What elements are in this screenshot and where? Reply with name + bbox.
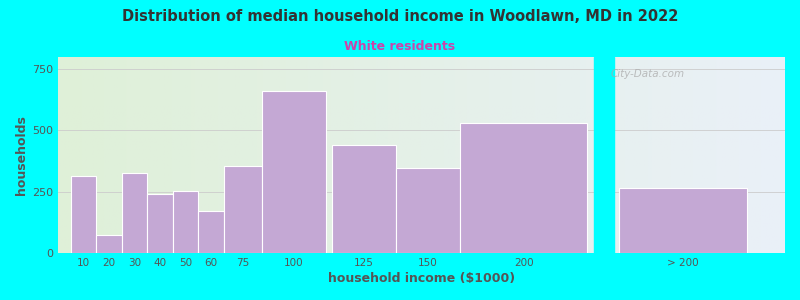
Bar [97,235,122,253]
Bar [396,169,460,253]
Bar [224,166,262,253]
Bar [460,123,587,253]
Text: White residents: White residents [345,40,455,53]
Text: Distribution of median household income in Woodlawn, MD in 2022: Distribution of median household income … [122,9,678,24]
Text: City-Data.com: City-Data.com [610,69,685,79]
Bar [594,57,614,253]
Bar [147,194,173,253]
Bar [122,173,147,253]
Bar [619,188,746,253]
Bar [262,91,326,253]
Bar [332,145,396,253]
Bar [198,211,224,253]
Bar [173,190,198,253]
Bar [71,176,97,253]
Y-axis label: households: households [15,115,28,195]
X-axis label: household income ($1000): household income ($1000) [328,272,515,285]
